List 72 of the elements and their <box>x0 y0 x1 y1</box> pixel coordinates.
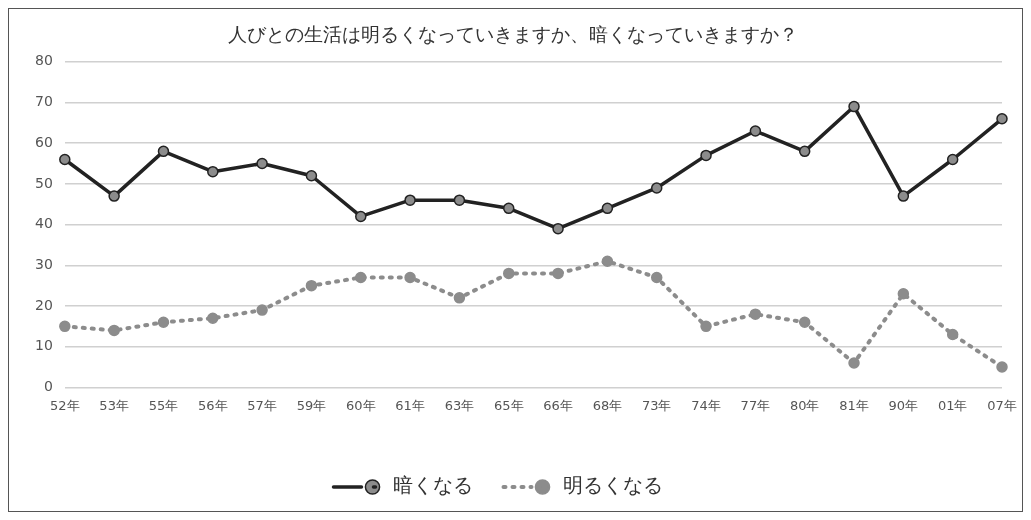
point <box>848 357 860 369</box>
point <box>700 320 712 333</box>
point <box>946 153 959 166</box>
chart-title: 人びとの生活は明るくなっていきますか、暗くなっていきますか？ <box>227 23 798 46</box>
point <box>897 288 910 300</box>
point <box>157 316 170 329</box>
point <box>305 170 318 182</box>
x-tick-label: 56年 <box>198 397 228 413</box>
point <box>256 304 268 316</box>
x-tick-label: 80年 <box>789 397 820 413</box>
point <box>453 292 466 304</box>
x-tick-label: 63年 <box>444 397 475 413</box>
point <box>453 194 466 206</box>
point <box>601 255 614 267</box>
x-tick-label: 74年 <box>691 397 721 413</box>
point <box>59 320 71 333</box>
point <box>650 182 663 194</box>
x-tick-label: 53年 <box>99 397 129 413</box>
y-tick-label: 60 <box>34 133 53 150</box>
x-tick-label: 61年 <box>395 397 425 413</box>
x-tick-label: 65年 <box>493 397 524 413</box>
point <box>601 202 614 215</box>
point <box>502 267 515 280</box>
x-tick-label: 77年 <box>740 397 771 413</box>
y-tick-label: 20 <box>34 296 53 313</box>
point <box>749 308 762 320</box>
point <box>897 190 910 202</box>
point <box>996 361 1008 373</box>
x-tick-label: 55年 <box>148 397 179 413</box>
x-tick-label: 52年 <box>50 397 80 413</box>
point <box>552 267 564 280</box>
y-tick-label: 10 <box>34 337 53 354</box>
y-tick-label: 80 <box>34 52 53 69</box>
point <box>749 125 762 137</box>
x-tick-label: 07年 <box>987 397 1017 413</box>
point <box>848 100 860 113</box>
x-tick-label: 68年 <box>592 397 623 413</box>
y-tick-label: 0 <box>43 378 53 395</box>
x-tick-label: 59年 <box>296 397 327 413</box>
y-tick-label: 50 <box>34 174 53 191</box>
point <box>108 324 120 337</box>
x-tick-label: 01年 <box>937 397 968 413</box>
point <box>207 165 219 178</box>
point <box>700 149 712 162</box>
point <box>798 316 811 329</box>
point <box>157 145 170 158</box>
legend-label: 暗くなる <box>392 473 473 498</box>
point <box>552 222 564 235</box>
x-tick-label: 60年 <box>345 397 376 413</box>
point <box>108 190 120 202</box>
point <box>650 271 663 284</box>
point <box>59 153 71 166</box>
point <box>305 279 318 292</box>
y-tick-label: 40 <box>34 215 53 232</box>
point <box>355 271 367 284</box>
point <box>207 312 219 324</box>
x-tick-label: 81年 <box>839 397 869 413</box>
point <box>946 328 959 341</box>
y-tick-label: 30 <box>34 255 53 272</box>
x-tick-label: 57年 <box>247 397 277 413</box>
x-tick-label: 66年 <box>543 397 573 413</box>
point <box>996 113 1008 125</box>
point <box>355 210 367 223</box>
point <box>502 202 515 215</box>
x-tick-label: 73年 <box>641 397 672 413</box>
point <box>404 271 416 284</box>
x-tick-label: 90年 <box>888 397 919 413</box>
point <box>404 194 416 206</box>
y-tick-label: 70 <box>34 93 53 110</box>
point <box>798 145 811 158</box>
legend-label: 明るくなる <box>562 473 663 498</box>
point <box>256 157 268 170</box>
